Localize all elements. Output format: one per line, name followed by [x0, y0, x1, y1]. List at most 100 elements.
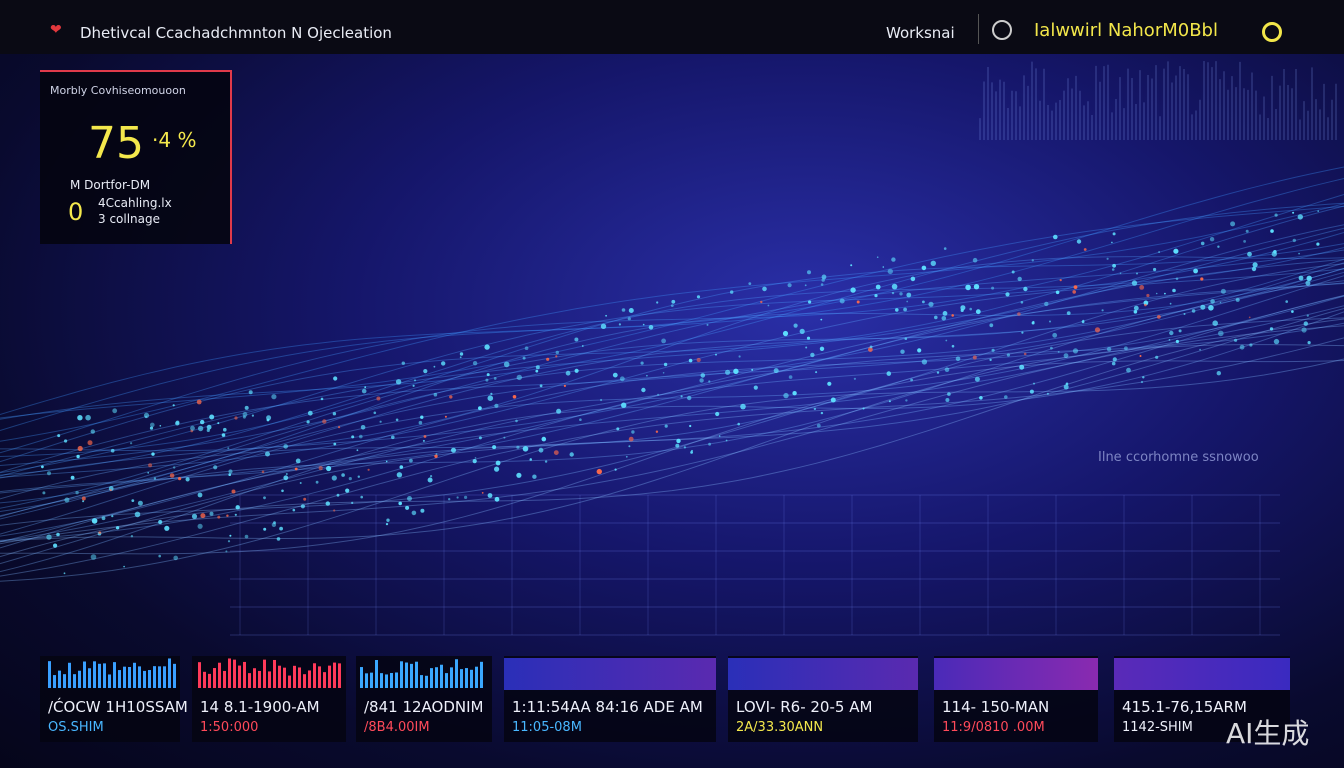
glow-dot — [1291, 310, 1294, 313]
glow-dot — [944, 367, 950, 373]
separator — [978, 14, 979, 44]
glow-dot — [689, 424, 692, 428]
glow-dot — [217, 422, 220, 425]
glow-dot — [271, 394, 277, 400]
glow-dot — [738, 355, 741, 358]
mini-bar — [410, 663, 413, 688]
glow-dot — [943, 247, 947, 250]
glow-dot — [173, 555, 178, 561]
glow-dot — [386, 518, 390, 522]
glow-dot — [333, 509, 336, 512]
workspace-link[interactable]: Worksnai — [886, 24, 955, 42]
mini-bar — [88, 668, 91, 688]
glow-dot — [266, 415, 272, 421]
mini-bars — [198, 658, 341, 688]
mini-bar — [385, 674, 388, 688]
glow-dot — [1175, 339, 1179, 344]
wave-line — [0, 268, 1344, 504]
glow-dot — [164, 525, 170, 531]
glow-dot — [1072, 348, 1079, 354]
mini-bar — [113, 662, 116, 688]
glow-dot — [1076, 239, 1082, 244]
wave-line — [0, 317, 1344, 526]
glow-dot — [325, 501, 330, 506]
glow-dot — [1155, 355, 1159, 359]
card[interactable]: /ĆOCW 1H10SSAM OS.SHIM — [40, 656, 188, 742]
glow-dot — [131, 499, 135, 502]
glow-dot — [1021, 331, 1024, 334]
glow-dot — [830, 397, 836, 403]
mini-bar — [328, 665, 331, 688]
glow-dot — [414, 379, 416, 382]
glow-dot — [905, 399, 908, 402]
glow-dot — [478, 406, 482, 411]
glow-dot — [1168, 339, 1171, 341]
card[interactable]: 1:11:54AA 84:16 ADE AM 11:05-08M — [504, 656, 716, 742]
card[interactable]: /841 12AODNIM/8B4.00IM — [356, 656, 492, 742]
card-sub: 11:05-08M — [512, 720, 582, 735]
glow-dot — [748, 282, 752, 285]
card[interactable]: LOVI- R6- 20-5 AM 2A/33.30ANN — [728, 656, 918, 742]
card-sub: 11:9/0810 .00M — [942, 720, 1045, 735]
wave-line — [0, 282, 1344, 494]
glow-dot — [960, 308, 964, 312]
status-dot[interactable] — [1262, 22, 1282, 42]
glow-dot — [178, 477, 182, 481]
glow-dot — [420, 508, 425, 513]
glow-dot — [341, 473, 345, 477]
glow-dot — [799, 328, 805, 334]
glow-dot — [642, 323, 645, 326]
glow-dot — [1112, 263, 1116, 268]
glow-dot — [708, 442, 711, 446]
glow-dot — [662, 372, 665, 374]
wave-line — [0, 178, 1344, 431]
glow-dot — [806, 336, 811, 340]
glow-dot — [906, 292, 912, 298]
glow-dot — [596, 468, 602, 475]
glow-dot — [398, 501, 403, 506]
glow-dot — [600, 398, 603, 402]
glow-dot — [903, 307, 907, 312]
mini-bar — [475, 666, 478, 688]
wave-line — [0, 267, 1344, 520]
glow-dot — [200, 513, 206, 519]
glow-dot — [699, 378, 704, 383]
card[interactable]: 114- 150-MAN 11:9/0810 .00M — [934, 656, 1098, 742]
glow-dot — [1004, 395, 1008, 399]
glow-dot — [1023, 352, 1027, 356]
glow-dot — [234, 416, 238, 420]
glow-dot — [891, 283, 898, 290]
mini-bar — [118, 670, 121, 688]
glow-dot — [512, 395, 517, 399]
mini-bar — [370, 672, 373, 688]
glow-dot — [1046, 392, 1049, 395]
mini-bar — [198, 662, 201, 688]
glow-dot — [1164, 292, 1166, 295]
glow-dot — [338, 426, 341, 429]
glow-dot — [173, 466, 176, 469]
logo-icon: ❤ — [50, 22, 62, 38]
glow-dot — [283, 475, 289, 481]
glow-dot — [464, 495, 468, 499]
glow-dot — [787, 283, 792, 288]
wave-line — [0, 243, 1344, 457]
mini-bar — [390, 672, 393, 688]
mini-bar — [450, 667, 453, 688]
glow-dot — [1133, 305, 1139, 311]
wave-line — [0, 259, 1344, 479]
card[interactable]: 14 8.1-1900-AM 1:50:000 — [192, 656, 346, 742]
glow-dot — [130, 442, 133, 445]
glow-dot — [209, 414, 215, 420]
glow-dot — [556, 408, 562, 414]
card[interactable]: 415.1-76,15ARM 1142-SHIM — [1114, 656, 1290, 742]
panel-line: 3 collnage — [98, 212, 161, 226]
user-name[interactable]: Ialwwirl NahorM0Bbl — [1034, 20, 1218, 41]
glow-dot — [307, 410, 313, 416]
glow-dot — [228, 469, 233, 474]
glow-dot — [619, 376, 625, 382]
search-icon[interactable] — [992, 20, 1012, 40]
glow-dot — [1136, 272, 1138, 275]
glow-dot — [1199, 348, 1201, 351]
glow-dot — [76, 454, 80, 459]
glow-dot — [1157, 315, 1161, 319]
